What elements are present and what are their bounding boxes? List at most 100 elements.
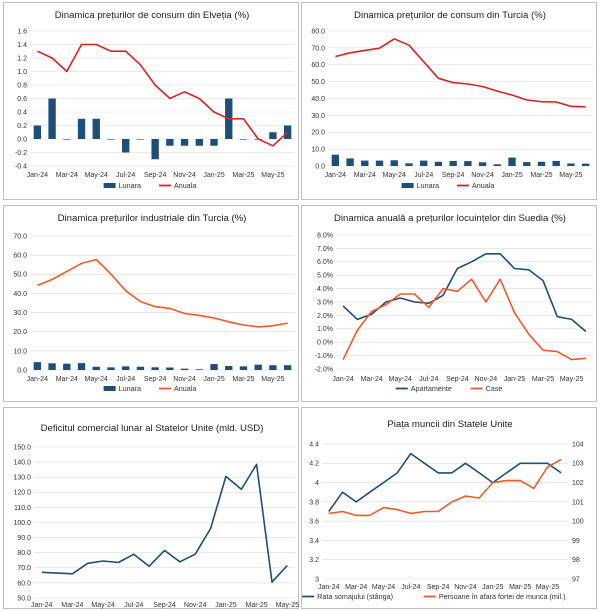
y-tick-label: 120.0 bbox=[13, 490, 31, 497]
y-tick-label: 70.0 bbox=[13, 233, 27, 240]
bar bbox=[508, 157, 516, 166]
legend-label: Anuala bbox=[472, 181, 494, 190]
series-line bbox=[342, 252, 587, 333]
legend-label: Anuala bbox=[174, 181, 196, 190]
y2-tick-label: 102 bbox=[572, 480, 584, 487]
y-tick-label: 6.0% bbox=[317, 259, 333, 266]
x-tick-label: Mar-24 bbox=[361, 376, 383, 383]
x-tick-label: May-24 bbox=[372, 584, 395, 591]
bar bbox=[63, 363, 71, 370]
x-tick-label: Mar-25 bbox=[232, 376, 254, 383]
y-tick-label: 1.2 bbox=[17, 55, 27, 62]
chart-switzerland-cpi: Dinamica prețurilor de consum din Elveți… bbox=[15, 10, 295, 190]
y-tick-label: 5.0% bbox=[317, 273, 333, 280]
x-tick-label: Jan-25 bbox=[504, 376, 526, 383]
series-line bbox=[328, 452, 562, 512]
x-tick-label: Sep-24 bbox=[144, 172, 167, 179]
bar bbox=[136, 366, 145, 370]
x-tick-label: Jan-25 bbox=[203, 172, 225, 179]
y-tick-label: 10.0 bbox=[311, 147, 325, 154]
y2-tick-label: 97 bbox=[572, 576, 580, 583]
bar bbox=[63, 139, 71, 140]
bar bbox=[122, 139, 130, 153]
bar bbox=[283, 125, 292, 139]
bar bbox=[180, 368, 189, 370]
bar bbox=[180, 139, 189, 146]
chart-panel-sweden-housing: Dinamica anuală a prețurilor locuințelor… bbox=[301, 205, 597, 402]
y-tick-label: 0.8 bbox=[17, 82, 27, 89]
y-tick-label: 60.0 bbox=[311, 62, 325, 69]
series-line bbox=[335, 37, 586, 108]
chart-panel-us-trade-deficit: Deficitul comercial lunar al Statelor Un… bbox=[3, 407, 299, 609]
x-tick-label: Nov-24 bbox=[471, 172, 494, 179]
bar bbox=[239, 366, 248, 370]
y-tick-label: 0.6 bbox=[17, 96, 27, 103]
bar bbox=[48, 363, 56, 370]
y-tick-label: 110.0 bbox=[14, 505, 31, 512]
bar bbox=[33, 362, 42, 370]
y-tick-label: 1.6 bbox=[17, 28, 27, 35]
y-tick-label: 0.2 bbox=[17, 123, 27, 130]
y-tick-label: 40.0 bbox=[311, 96, 325, 103]
x-tick-label: Jul-24 bbox=[116, 172, 135, 179]
y-tick-label: 50.0 bbox=[17, 595, 31, 602]
bar bbox=[254, 364, 262, 370]
bar bbox=[523, 162, 531, 166]
y-tick-label: -0.2 bbox=[15, 150, 27, 157]
bar bbox=[77, 118, 86, 139]
bar bbox=[420, 160, 428, 166]
x-tick-label: Nov-24 bbox=[173, 172, 196, 179]
bar bbox=[195, 369, 203, 370]
chart-title: Piața muncii din Statele Unite bbox=[387, 419, 512, 430]
y-tick-label: 30.0 bbox=[13, 310, 27, 317]
bar bbox=[48, 98, 56, 139]
series-line bbox=[342, 278, 586, 361]
y-tick-label: 3.8 bbox=[309, 499, 319, 506]
bar bbox=[269, 365, 277, 370]
x-tick-label: Jul-24 bbox=[116, 376, 135, 383]
bar bbox=[361, 160, 369, 166]
chart-panel-turkey-ppi: Dinamica prețurilor industriale din Turc… bbox=[3, 205, 299, 402]
x-tick-label: May-24 bbox=[389, 376, 412, 383]
chart-panel-switzerland-cpi: Dinamica prețurilor de consum din Elveți… bbox=[3, 2, 299, 200]
y2-tick-label: 100 bbox=[572, 519, 584, 526]
legend-label: Rata somajului (stânga) bbox=[317, 592, 393, 601]
x-tick-label: Mar-24 bbox=[61, 602, 83, 609]
x-tick-label: Sep-24 bbox=[144, 376, 167, 383]
x-tick-label: May-24 bbox=[91, 602, 114, 609]
y-tick-label: 20.0 bbox=[311, 130, 325, 137]
y2-tick-label: 103 bbox=[572, 461, 584, 468]
x-tick-label: Jul-24 bbox=[401, 584, 420, 591]
y-tick-label: 150.0 bbox=[13, 444, 31, 451]
y-tick-label: 50.0 bbox=[13, 272, 27, 279]
bar bbox=[136, 139, 145, 140]
bar bbox=[195, 139, 203, 146]
bar bbox=[537, 161, 546, 166]
y-tick-label: 3.6 bbox=[309, 519, 319, 526]
bar bbox=[434, 161, 443, 166]
x-tick-label: May-25 bbox=[559, 172, 582, 179]
chart-title: Dinamica prețurilor de consum din Elveți… bbox=[55, 10, 250, 21]
bar bbox=[346, 158, 354, 166]
bar bbox=[464, 161, 472, 166]
legend-swatch bbox=[401, 183, 414, 188]
x-tick-label: Mar-25 bbox=[532, 376, 554, 383]
y-tick-label: 40.0 bbox=[13, 291, 27, 298]
bar bbox=[107, 367, 115, 370]
x-tick-label: Sep-24 bbox=[153, 602, 176, 609]
chart-turkey-ppi: Dinamica prețurilor industriale din Turc… bbox=[13, 213, 295, 393]
legend-swatch bbox=[103, 386, 116, 391]
y-tick-label: 4.2 bbox=[309, 461, 319, 468]
y-tick-label: -0.4 bbox=[15, 163, 27, 170]
bar bbox=[210, 139, 218, 146]
x-tick-label: Jan-24 bbox=[318, 584, 340, 591]
x-tick-label: Mar-25 bbox=[509, 584, 531, 591]
y-tick-label: 60.0 bbox=[17, 580, 31, 587]
y-tick-label: 60.0 bbox=[13, 253, 27, 260]
x-tick-label: Jan-24 bbox=[27, 172, 49, 179]
x-tick-label: Sep-24 bbox=[427, 584, 450, 591]
legend-label: Case bbox=[486, 384, 503, 393]
x-tick-label: Jan-25 bbox=[501, 172, 523, 179]
legend-label: Persoane în afara fortei de munca (mil.) bbox=[439, 592, 566, 601]
y-tick-label: 90.0 bbox=[17, 535, 31, 542]
